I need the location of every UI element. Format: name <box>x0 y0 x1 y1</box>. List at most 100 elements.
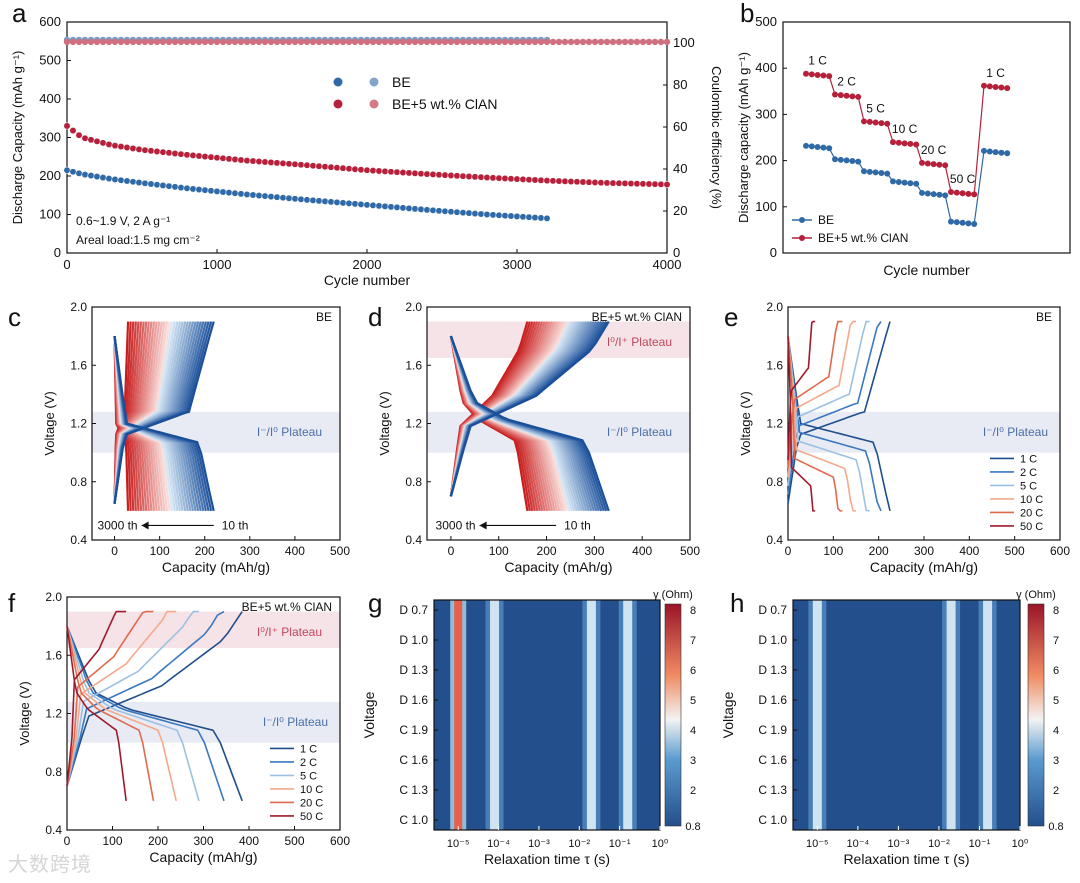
x-axis-label: Capacity (mAh/g) <box>162 559 270 575</box>
ce-point <box>657 38 665 46</box>
x-tick-label: 400 <box>632 544 652 558</box>
capacity-point <box>291 195 299 203</box>
ce-point <box>615 38 623 46</box>
ce-point <box>207 38 215 46</box>
capacity-point <box>621 179 629 187</box>
capacity-point <box>327 198 335 206</box>
ce-point <box>279 38 287 46</box>
capacity-point <box>465 209 473 217</box>
series-point <box>808 71 815 78</box>
y-tick-label: 100 <box>755 199 777 214</box>
x-tick-label: 10⁻⁴ <box>846 838 869 850</box>
legend-label: BE <box>818 213 834 227</box>
y-tick-label: 1.2 <box>766 417 783 431</box>
capacity-point <box>249 157 257 165</box>
relaxation-peak-core <box>812 600 822 830</box>
x-tick-label: 300 <box>193 834 213 848</box>
legend-label: 20 C <box>1020 507 1043 519</box>
ce-point <box>369 38 377 46</box>
capacity-point <box>567 178 575 185</box>
capacity-point <box>207 153 215 161</box>
ce-point <box>333 38 341 46</box>
ce-point <box>135 38 143 46</box>
capacity-point <box>231 189 239 197</box>
colorbar-label: γ (Ohm) <box>653 589 693 601</box>
x-tick-label: 10⁻¹ <box>609 838 631 850</box>
rate-label: 50 C <box>950 172 976 186</box>
y-axis-label: Voltage (V) <box>738 391 753 455</box>
y2-tick-label: 80 <box>673 77 687 92</box>
series-point <box>884 120 891 127</box>
capacity-point <box>525 213 533 221</box>
capacity-point <box>507 212 515 220</box>
y-axis-label: Voltage (V) <box>377 391 392 455</box>
ce-point <box>255 38 263 46</box>
capacity-point <box>171 183 179 191</box>
ce-point <box>603 38 611 46</box>
capacity-point <box>459 209 467 217</box>
ce-point <box>153 38 161 46</box>
capacity-point <box>543 177 551 185</box>
colorbar-tick-label: 6 <box>1053 665 1059 677</box>
capacity-point <box>327 163 335 171</box>
ce-point <box>339 38 347 46</box>
capacity-point <box>285 160 293 168</box>
capacity-point <box>321 163 329 171</box>
charge-curve <box>787 320 870 487</box>
y2-axis-label: Coulombic efficiency (%) <box>709 66 724 209</box>
capacity-point <box>495 174 503 182</box>
series-point <box>936 191 943 198</box>
plateau-label: I⁰/I⁺ Plateau <box>607 335 672 349</box>
capacity-point <box>495 211 503 219</box>
legend-label: 2 C <box>300 757 317 769</box>
ce-point <box>447 38 455 46</box>
discharge-curve <box>66 625 177 802</box>
colorbar <box>1027 603 1045 827</box>
capacity-point <box>507 175 515 183</box>
legend-marker <box>799 217 805 223</box>
x-tick-label: 100 <box>150 544 170 558</box>
ce-point <box>627 38 635 46</box>
ce-point <box>87 38 95 46</box>
x-tick-label: 10⁻³ <box>528 838 550 850</box>
capacity-point <box>453 172 461 180</box>
arrow-label-start: 3000 th <box>436 518 476 532</box>
capacity-point <box>111 142 119 150</box>
panel-letter-h: h <box>730 588 744 618</box>
legend-label: 1 C <box>1020 453 1037 465</box>
y-tick-label: D 1.0 <box>399 633 428 647</box>
y-tick-label: 500 <box>39 53 61 68</box>
series-point <box>901 179 908 186</box>
y2-tick-label: 60 <box>673 119 687 134</box>
colorbar-tick-label: 0.8 <box>1048 821 1063 833</box>
legend-label: 10 C <box>300 784 323 796</box>
ce-point <box>495 38 503 46</box>
rate-label: 2 C <box>837 75 856 89</box>
series-point <box>814 144 821 151</box>
x-tick-label: 10⁻² <box>928 838 950 850</box>
charge-curve <box>66 610 154 787</box>
panel-g-frame <box>433 599 661 831</box>
ce-point <box>381 38 389 46</box>
colorbar-tick-label: 3 <box>1053 755 1059 767</box>
series-point <box>814 71 821 78</box>
ce-point <box>285 38 293 46</box>
panel-letter-b: b <box>740 0 754 28</box>
series-point <box>837 92 844 99</box>
capacity-point <box>501 212 509 220</box>
capacity-point <box>81 134 89 142</box>
ce-point <box>159 38 167 46</box>
capacity-point <box>177 184 185 192</box>
capacity-point <box>183 184 191 192</box>
y-tick-label: C 1.3 <box>399 783 428 797</box>
capacity-point <box>633 180 641 188</box>
discharge-curve <box>787 336 882 512</box>
panel-letter-c: c <box>8 302 21 332</box>
capacity-point <box>435 207 443 215</box>
ce-point <box>621 38 629 46</box>
x-tick-label: 10⁻⁵ <box>447 838 470 850</box>
y-tick-label: 0.8 <box>70 475 87 489</box>
capacity-point <box>597 179 605 187</box>
capacity-point <box>399 169 407 176</box>
discharge-curve <box>787 336 870 512</box>
